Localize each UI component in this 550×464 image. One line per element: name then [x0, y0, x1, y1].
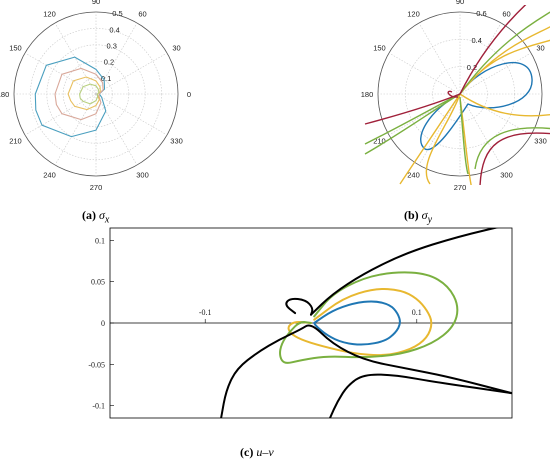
caption-c: (c) u–v	[240, 445, 274, 460]
angle-tick-label: 180	[0, 90, 9, 99]
y-tick-label: 0	[101, 319, 105, 328]
angle-tick-label: 90	[456, 0, 464, 6]
caption-b-symbol: σ	[421, 208, 428, 222]
series-line	[220, 324, 512, 418]
polar-series-line	[34, 56, 107, 138]
angle-tick-label: 120	[407, 9, 420, 18]
radial-tick-label: 0.2	[467, 63, 477, 72]
angle-tick-label: 180	[361, 90, 374, 99]
angle-tick-label: 270	[454, 183, 467, 192]
polar-grid-ring	[30, 28, 162, 160]
polar-series-line	[79, 83, 100, 105]
caption-c-text: u–v	[256, 445, 274, 459]
polar-series-line	[420, 61, 533, 151]
polar-series-line	[364, 11, 550, 175]
polar-grid-spoke	[95, 93, 138, 166]
angle-tick-label: 150	[9, 44, 22, 53]
polar-series-line	[54, 67, 104, 121]
polar-grid-spoke	[388, 52, 461, 95]
radial-tick-label: 0.5	[112, 9, 122, 18]
radial-tick-label: 0.6	[476, 9, 486, 18]
series-group	[220, 228, 512, 418]
radial-tick-label: 0.4	[109, 25, 119, 34]
angle-tick-label: 30	[536, 44, 544, 53]
x-tick-label: 0.1	[412, 308, 422, 317]
x-tick-label: -0.1	[199, 308, 212, 317]
caption-a-symbol: σ	[99, 208, 105, 222]
angle-tick-label: 150	[373, 44, 386, 53]
radial-tick-label: 0.4	[471, 36, 481, 45]
angle-tick-label: 300	[136, 171, 149, 180]
angle-tick-label: 0	[187, 90, 191, 99]
caption-a-tag: (a)	[82, 208, 96, 222]
caption-b: (b) σy	[404, 208, 432, 225]
series-line	[329, 373, 512, 418]
y-tick-label: 0.05	[91, 278, 105, 287]
radial-tick-label: 0.3	[107, 42, 117, 51]
polar-grid-spoke	[54, 93, 97, 166]
polar-b-series-group	[364, 5, 550, 185]
polar-chart-a: 0 30 60 90 120 150 180 210 240 270 300 330 0.1 0.2 0.3…	[0, 0, 191, 192]
polar-series-line	[67, 76, 101, 111]
series-line	[313, 300, 401, 346]
angle-tick-label: 330	[534, 137, 547, 146]
y-tick-label: -0.1	[92, 402, 105, 411]
caption-a-sub: x	[104, 214, 110, 226]
polar-grid-spoke	[24, 52, 97, 95]
series-line	[279, 271, 459, 364]
angle-tick-label: 210	[9, 137, 22, 146]
caption-b-tag: (b)	[404, 208, 419, 222]
caption-b-sub: y	[427, 214, 433, 226]
polar-grid-spoke	[95, 93, 168, 136]
angle-tick-label: 210	[373, 137, 386, 146]
polar-grid-spoke	[418, 22, 461, 95]
angle-tick-label: 60	[502, 9, 510, 18]
radial-tick-label: 0.2	[104, 58, 114, 67]
angle-tick-label: 240	[43, 171, 56, 180]
angle-tick-label: 90	[92, 0, 100, 6]
polar-series-line	[364, 5, 550, 185]
angle-tick-label: 330	[170, 137, 183, 146]
cartesian-chart-c: 0.1 0.05 0 -0.05 -0.1 -0.1 0.1	[88, 227, 513, 419]
angle-tick-label: 120	[43, 9, 56, 18]
angle-tick-label: 300	[500, 171, 513, 180]
polar-chart-b: 03060901201501802102402703003300.20.40.6	[361, 0, 550, 192]
y-tick-label: -0.05	[88, 360, 105, 369]
polar-grid-ring	[62, 60, 130, 128]
angle-tick-label: 270	[90, 183, 103, 192]
caption-a: (a) σx	[82, 208, 109, 225]
series-line	[310, 228, 499, 316]
polar-grid-spoke	[54, 22, 97, 95]
y-tick-label: 0.1	[95, 236, 105, 245]
radial-tick-label: 0.1	[101, 74, 111, 83]
angle-tick-label: 60	[138, 9, 146, 18]
angle-tick-label: 30	[172, 44, 180, 53]
angle-tick-label: 240	[407, 171, 420, 180]
caption-c-tag: (c)	[240, 445, 254, 459]
series-line	[285, 297, 314, 316]
